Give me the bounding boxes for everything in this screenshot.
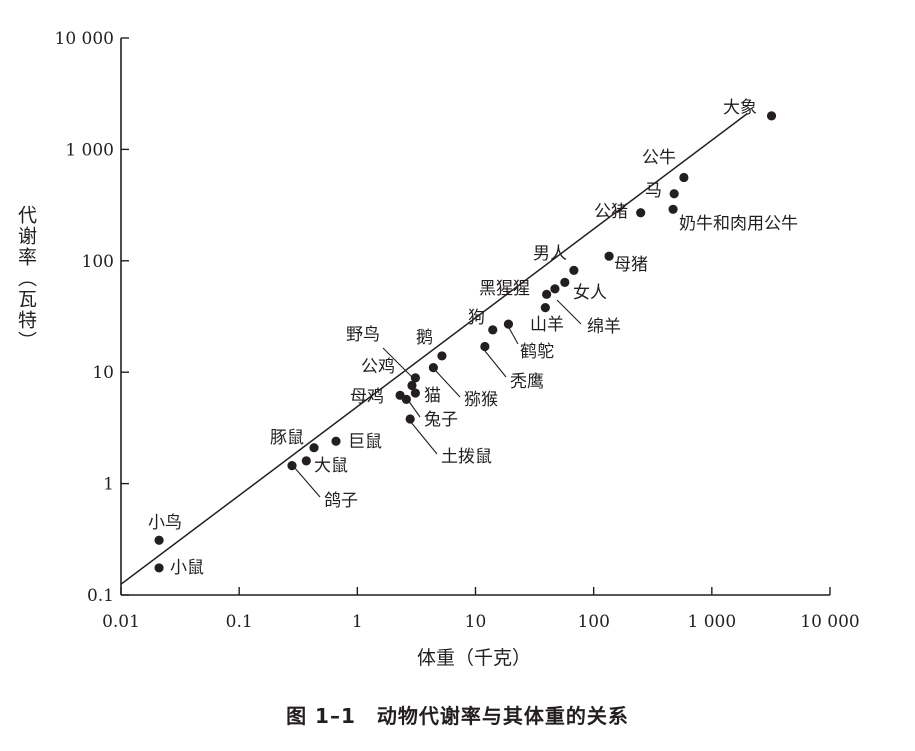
- y-tick-label: 10: [92, 363, 114, 383]
- point-label: 奶牛和肉用公牛: [679, 214, 798, 234]
- data-point: [331, 436, 341, 446]
- point-label: 绵羊: [587, 317, 621, 337]
- point-label: 山羊: [530, 315, 564, 335]
- data-point: [407, 380, 417, 391]
- point-label: 母鸡: [350, 387, 384, 407]
- x-tick-label: 1 000: [687, 612, 736, 632]
- data-point: [679, 172, 689, 183]
- point-label: 母猪: [614, 255, 648, 275]
- y-axis-title: 代谢率（瓦特）: [15, 205, 37, 352]
- fit-line-group: [120, 112, 748, 585]
- point-label: 野鸟: [346, 325, 380, 345]
- x-tick-label: 10: [465, 612, 487, 632]
- data-point: [410, 373, 420, 383]
- y-tick-label: 1 000: [65, 140, 114, 160]
- point-label: 鹤鸵: [520, 342, 554, 362]
- point-label: 黑猩猩: [479, 279, 530, 299]
- point-label: 巨鼠: [348, 432, 382, 452]
- point-label: 猕猴: [464, 390, 498, 410]
- point-label: 小鼠: [170, 558, 204, 578]
- y-tick-label: 10 000: [55, 29, 114, 49]
- point-label: 土拨鼠: [441, 447, 492, 467]
- point-label: 男人: [533, 244, 567, 264]
- y-tick-label: 0.1: [87, 586, 114, 606]
- data-point: [309, 443, 319, 453]
- point-label: 女人: [573, 283, 607, 303]
- point-label: 豚鼠: [270, 428, 304, 448]
- y-tick-label: 100: [82, 252, 114, 272]
- x-tick-label: 1: [352, 612, 363, 632]
- figure-caption: 图 1–1 动物代谢率与其体重的关系: [286, 704, 629, 728]
- data-point: [669, 189, 679, 199]
- data-point: [542, 289, 552, 299]
- data-point: [154, 563, 164, 573]
- point-label: 马: [645, 181, 662, 201]
- x-tick-label: 0.01: [102, 612, 140, 632]
- data-point: [401, 394, 411, 404]
- y-tick-label: 1: [103, 475, 114, 495]
- leader-line: [507, 325, 519, 345]
- data-point: [636, 208, 646, 218]
- point-label: 大象: [723, 98, 757, 118]
- point-label: 猫: [424, 386, 441, 406]
- point-label: 狗: [468, 308, 485, 328]
- data-point: [405, 414, 415, 424]
- point-label: 公猪: [594, 202, 628, 222]
- point-label: 鸽子: [324, 491, 358, 511]
- x-axis-title: 体重（千克）: [417, 647, 531, 669]
- leader-lines: [293, 299, 582, 498]
- data-point: [569, 265, 579, 276]
- data-point: [154, 535, 164, 545]
- leader-line: [293, 466, 321, 498]
- data-point: [766, 111, 777, 121]
- x-tick-label: 0.1: [226, 612, 253, 632]
- point-label: 公鸡: [361, 357, 395, 377]
- axes: 0.01 0.1 1 10 100 1 000 10 000 0.1 1 10 100 1 000 10…: [55, 29, 860, 632]
- fit-line: [120, 112, 748, 585]
- point-label: 鹅: [416, 328, 433, 348]
- leader-line: [556, 299, 582, 325]
- leader-line: [484, 350, 507, 378]
- data-points: [154, 111, 777, 573]
- data-point: [488, 325, 498, 335]
- x-tick-label: 10 000: [800, 612, 859, 632]
- x-tick-label: 100: [577, 612, 609, 632]
- data-point: [480, 341, 490, 352]
- data-point: [437, 351, 447, 361]
- point-label: 兔子: [424, 410, 458, 430]
- data-point: [503, 319, 514, 329]
- data-point: [668, 204, 678, 214]
- leader-line: [409, 420, 438, 455]
- data-point: [550, 284, 560, 294]
- data-point: [287, 461, 297, 471]
- data-point: [540, 303, 550, 313]
- leader-line: [434, 369, 461, 398]
- point-label: 秃鹰: [510, 372, 544, 392]
- leader-line: [382, 347, 413, 378]
- data-point: [604, 251, 614, 261]
- leader-line: [407, 399, 421, 418]
- point-label: 公牛: [642, 148, 676, 168]
- point-label: 小鸟: [148, 513, 182, 533]
- data-point: [560, 277, 570, 287]
- point-label: 大鼠: [314, 456, 348, 476]
- data-point: [301, 456, 311, 466]
- data-point: [410, 388, 420, 398]
- data-point: [428, 362, 438, 373]
